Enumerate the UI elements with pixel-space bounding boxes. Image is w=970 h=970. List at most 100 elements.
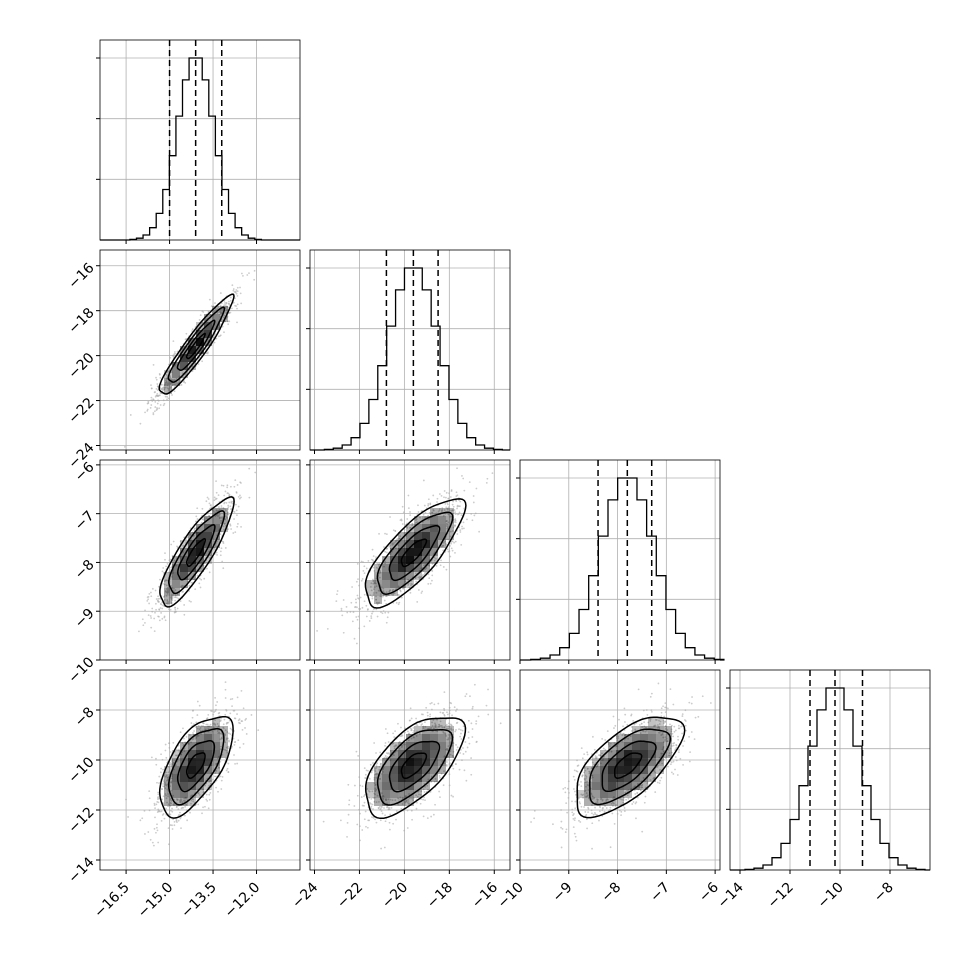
density-cell — [446, 516, 454, 524]
contour-line — [601, 740, 657, 793]
scatter-point — [618, 809, 621, 812]
density-cell — [592, 798, 600, 806]
scatter-point — [427, 778, 430, 781]
scatter-point — [178, 748, 180, 751]
scatter-point — [203, 731, 206, 734]
contour-line — [364, 717, 467, 820]
scatter-point — [448, 706, 451, 709]
scatter-point — [378, 576, 381, 579]
scatter-point — [394, 799, 397, 802]
scatter-point — [194, 588, 197, 591]
scatter-point — [673, 742, 676, 744]
scatter-point — [462, 725, 465, 728]
scatter-point — [670, 728, 673, 731]
scatter-point — [642, 730, 645, 733]
scatter-point — [424, 721, 426, 724]
scatter-point — [226, 516, 228, 519]
scatter-point — [380, 586, 383, 589]
scatter-point — [464, 695, 467, 698]
density-cell — [616, 766, 624, 774]
scatter-point — [166, 562, 169, 565]
density-cell — [656, 750, 664, 758]
scatter-point — [150, 387, 153, 390]
scatter-point — [367, 769, 369, 772]
scatter-point — [452, 795, 454, 798]
scatter-point — [634, 802, 637, 805]
scatter-point — [231, 284, 234, 287]
scatter-point — [671, 745, 673, 747]
scatter-point — [206, 496, 209, 499]
density-cell — [438, 532, 446, 540]
scatter-point — [170, 543, 173, 546]
scatter-point — [211, 730, 214, 733]
scatter-point — [156, 395, 159, 397]
scatter-point — [169, 558, 172, 561]
scatter-point — [664, 706, 667, 709]
scatter-point — [572, 813, 575, 815]
scatter-point — [439, 564, 442, 567]
scatter-point — [616, 813, 619, 815]
density-cell — [212, 508, 220, 516]
scatter-point — [466, 518, 468, 521]
x-tick-label: −10 — [815, 880, 847, 912]
scatter-point — [144, 621, 146, 624]
scatter-point — [392, 529, 395, 532]
scatter-point — [193, 527, 196, 530]
scatter-point — [475, 720, 478, 723]
scatter-point — [174, 596, 176, 599]
scatter-point — [371, 803, 374, 806]
scatter-point — [168, 368, 171, 371]
density-cell — [446, 742, 454, 750]
scatter-point — [245, 733, 248, 735]
scatter-point — [451, 540, 454, 543]
scatter-point — [219, 311, 221, 313]
density-cell — [398, 790, 406, 798]
scatter-point — [373, 742, 376, 744]
scatter-point — [415, 717, 417, 720]
scatter-point — [436, 501, 438, 503]
scatter-point — [442, 730, 445, 733]
scatter-point — [395, 810, 398, 812]
scatter-point — [566, 811, 569, 814]
scatter-point — [664, 702, 667, 705]
scatter-point — [361, 785, 364, 788]
scatter-point — [407, 739, 410, 742]
scatter-panel-3-4 — [516, 669, 721, 874]
panel-frame — [309, 249, 511, 451]
contour-line — [185, 752, 206, 780]
density-cell — [382, 766, 390, 774]
scatter-point — [410, 717, 413, 720]
scatter-point — [196, 700, 199, 703]
scatter-point — [611, 812, 614, 815]
scatter-point — [632, 786, 635, 789]
scatter-point — [664, 739, 666, 741]
scatter-point — [566, 787, 569, 790]
scatter-point — [443, 691, 446, 693]
scatter-point — [205, 717, 208, 720]
scatter-point — [624, 791, 627, 794]
scatter-point — [470, 773, 473, 776]
scatter-point — [388, 544, 391, 547]
scatter-point — [219, 304, 222, 307]
density-cell — [180, 758, 188, 766]
scatter-point — [624, 713, 627, 716]
scatter-point — [406, 518, 409, 520]
scatter-point — [657, 731, 660, 734]
scatter-point — [422, 513, 425, 516]
scatter-point — [591, 795, 594, 798]
density-cell — [616, 734, 624, 742]
scatter-point — [222, 484, 225, 487]
scatter-point — [448, 709, 451, 712]
scatter-point — [472, 501, 475, 504]
scatter-point — [163, 599, 166, 601]
scatter-point — [397, 803, 399, 806]
scatter-point — [376, 562, 379, 565]
density-cell — [390, 774, 398, 782]
scatter-point — [214, 710, 217, 713]
scatter-point — [339, 819, 342, 822]
scatter-point — [684, 709, 687, 712]
scatter-point — [177, 819, 180, 822]
density-cell — [204, 338, 212, 346]
scatter-point — [683, 740, 686, 743]
density-cell — [438, 540, 446, 548]
